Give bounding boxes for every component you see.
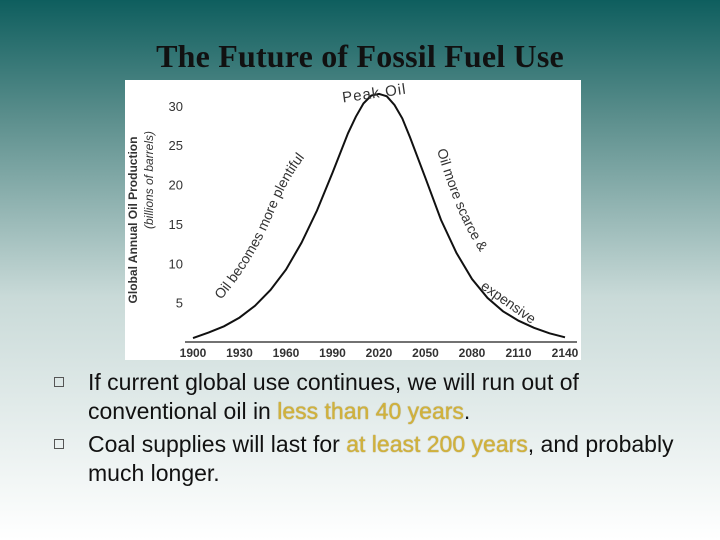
x-tick-label: 2110: [505, 346, 531, 360]
oil-production-chart: Global Annual Oil Production (billions o…: [125, 80, 581, 360]
bullet-highlight: less than 40 years: [277, 398, 464, 424]
bullet-text: Coal supplies will last for: [88, 431, 347, 457]
y-tick-label: 30: [169, 99, 183, 114]
falling-annotation: Oil more scarce &: [434, 146, 491, 254]
bullet-list: If current global use continues, we will…: [44, 368, 704, 492]
x-tick-label: 1930: [226, 346, 253, 360]
y-tick-label: 25: [169, 138, 183, 153]
x-tick-label: 2080: [459, 346, 486, 360]
bullet-highlight: at least 200 years: [346, 431, 528, 457]
falling-annotation-2: expensive: [478, 277, 539, 326]
peak-oil-label: Peak Oil: [341, 81, 407, 107]
y-axis-units: (billions of barrels): [142, 131, 156, 229]
bullet-text-end: , and probably much longer.: [88, 431, 674, 486]
x-tick-label: 2050: [412, 346, 439, 360]
bullet-square-icon: [54, 377, 64, 387]
y-tick-label: 15: [169, 217, 183, 232]
x-tick-label: 1900: [180, 346, 207, 360]
bullet-item-coal: Coal supplies will last for at least 200…: [44, 430, 704, 488]
y-tick-label: 10: [169, 256, 183, 271]
falling-annotation-text: Oil more scarce &: [434, 146, 491, 254]
slide-title: The Future of Fossil Fuel Use: [156, 38, 564, 74]
y-tick-label: 20: [169, 178, 183, 193]
bullet-item-oil: If current global use continues, we will…: [44, 368, 704, 426]
rising-annotation: Oil becomes more plentiful: [211, 149, 307, 301]
x-tick-label: 2020: [366, 346, 393, 360]
rising-annotation-text: Oil becomes more plentiful: [211, 149, 307, 301]
chart-svg: Global Annual Oil Production (billions o…: [126, 81, 579, 360]
x-tick-label: 2140: [552, 346, 579, 360]
bullet-text-end: .: [463, 398, 471, 424]
x-tick-labels: 1900 1930 1960 1990 2020 2050 2080 2110 2140: [180, 346, 579, 360]
y-tick-label: 5: [176, 296, 183, 311]
x-tick-label: 1990: [319, 346, 346, 360]
y-tick-labels: 5 10 15 20 25 30: [169, 99, 183, 311]
bullet-text: If current global use continues, we will…: [88, 369, 579, 424]
y-axis-title: Global Annual Oil Production: [126, 137, 140, 304]
bullet-square-icon: [54, 439, 64, 449]
x-tick-label: 1960: [273, 346, 300, 360]
oil-production-curve: [192, 92, 566, 340]
